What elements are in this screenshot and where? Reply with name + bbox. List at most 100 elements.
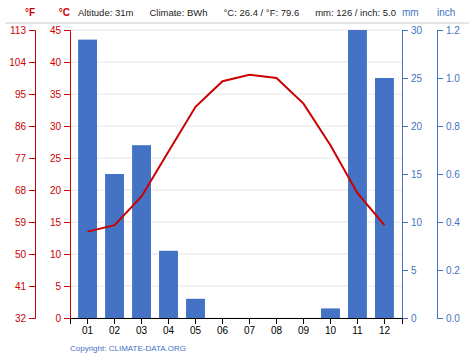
tick-label: 10 — [50, 249, 62, 260]
tick-label: 68 — [15, 185, 27, 196]
tick-mark — [29, 62, 35, 63]
tick-mark — [357, 318, 358, 324]
header-text: Climate: BWh — [149, 7, 207, 18]
line — [88, 75, 385, 232]
tick-label: 40 — [50, 57, 62, 68]
tick-mark — [402, 126, 408, 127]
bar — [78, 40, 97, 318]
tick: 5 — [402, 265, 417, 276]
tick-label: 0.2 — [446, 265, 460, 276]
tick-mark — [29, 318, 35, 319]
tick-label: 1.0 — [446, 73, 460, 84]
tick-label: 20 — [411, 121, 423, 132]
tick: 0.8 — [437, 121, 460, 132]
axis-title: mm — [402, 7, 419, 18]
tick: 10 — [50, 249, 70, 260]
tick-label: 02 — [109, 325, 121, 336]
tick: 11 — [352, 318, 363, 336]
tick-mark — [87, 318, 88, 324]
tick: 10 — [325, 318, 337, 336]
tick-label: 104 — [9, 57, 26, 68]
tick-label: 15 — [50, 217, 62, 228]
tick-mark — [437, 126, 443, 127]
y3-axis: 32 41 50 59 68 77 86 95 104 113 — [9, 25, 35, 324]
tick: 68 — [15, 185, 35, 196]
header-text: Altitude: 31m — [78, 7, 134, 18]
header-text: °C: 26.4 / °F: 79.6 — [224, 7, 300, 18]
tick: 86 — [15, 121, 35, 132]
tick-label: 0.8 — [446, 121, 460, 132]
bar — [105, 174, 124, 318]
separator — [5, 23, 469, 24]
tick-label: 30 — [50, 121, 62, 132]
tick-label: 0.0 — [446, 313, 460, 324]
bar — [240, 318, 259, 319]
tick-label: 59 — [15, 217, 27, 228]
bar — [159, 251, 178, 318]
tick: 07 — [244, 318, 256, 336]
tick-label: 32 — [15, 313, 27, 324]
tick: 25 — [402, 73, 423, 84]
tick: 35 — [50, 89, 70, 100]
tick-label: 41 — [15, 281, 27, 292]
tick: 5 — [55, 281, 70, 292]
tick: 113 — [10, 25, 35, 36]
tick-label: 0 — [55, 313, 61, 324]
axis-line — [438, 31, 444, 319]
tick: 1.0 — [437, 73, 460, 84]
tick-mark — [29, 30, 35, 31]
tick-label: 95 — [15, 89, 27, 100]
tick-mark — [330, 318, 331, 324]
tick-mark — [222, 318, 223, 324]
tick-mark — [64, 318, 70, 319]
tick-mark — [249, 318, 250, 324]
copyright: Copyright: CLIMATE-DATA.ORG — [70, 344, 186, 353]
x-axis: 010203040506070809101112 — [71, 318, 403, 336]
tick-mark — [402, 78, 408, 79]
tick-mark — [29, 126, 35, 127]
tick: 1.2 — [437, 25, 460, 36]
tick: 41 — [15, 281, 35, 292]
tick-mark — [276, 318, 277, 324]
tick-mark — [402, 30, 408, 31]
tick-mark — [64, 62, 70, 63]
tick: 12 — [379, 318, 391, 336]
tick-mark — [29, 158, 35, 159]
tick: 03 — [136, 318, 148, 336]
tick: 06 — [217, 318, 229, 336]
tick: 30 — [402, 25, 423, 36]
tick-mark — [195, 318, 196, 324]
tick-mark — [64, 158, 70, 159]
bar — [213, 318, 232, 319]
tick-mark — [29, 190, 35, 191]
tick-label: 07 — [244, 325, 256, 336]
tick: 01 — [82, 318, 94, 336]
bar — [294, 318, 313, 319]
bar — [348, 30, 367, 318]
tick: 50 — [15, 249, 35, 260]
tick: 08 — [271, 318, 283, 336]
tick-label: 12 — [379, 325, 391, 336]
tick-label: 04 — [163, 325, 175, 336]
tick-label: 0.6 — [446, 169, 460, 180]
tick: 95 — [15, 89, 35, 100]
tick: 0.0 — [437, 313, 460, 324]
y-axis: 051015202530354045 — [50, 25, 71, 324]
tick-mark — [29, 94, 35, 95]
tick-mark — [64, 94, 70, 95]
tick-mark — [402, 270, 408, 271]
tick-mark — [402, 174, 408, 175]
tick-mark — [437, 222, 443, 223]
tick-mark — [64, 254, 70, 255]
tick-label: 09 — [298, 325, 310, 336]
tick-label: 5 — [55, 281, 61, 292]
tick-mark — [29, 286, 35, 287]
tick-label: 77 — [15, 153, 27, 164]
tick: 15 — [50, 217, 70, 228]
tick-label: 5 — [411, 265, 417, 276]
tick: 0 — [55, 313, 70, 324]
axis-title: °C — [59, 7, 70, 18]
axis-title: °F — [25, 7, 35, 18]
tick-mark — [303, 318, 304, 324]
tick: 0.4 — [437, 217, 460, 228]
